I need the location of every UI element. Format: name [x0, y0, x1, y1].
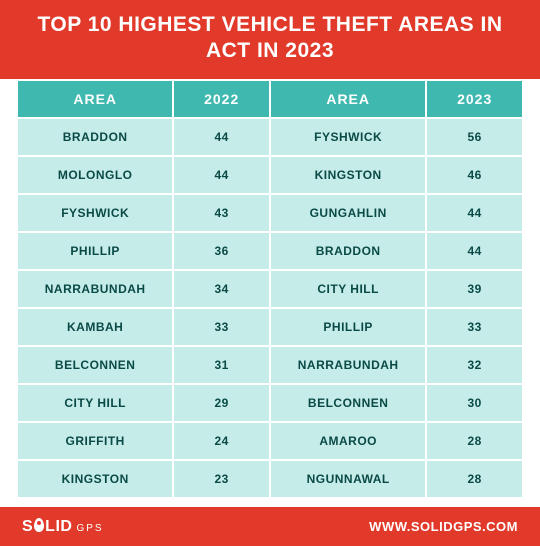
table-cell: 34	[174, 271, 269, 307]
title-bar: TOP 10 HIGHEST VEHICLE THEFT AREAS IN AC…	[0, 0, 540, 79]
page-title: TOP 10 HIGHEST VEHICLE THEFT AREAS IN AC…	[37, 13, 502, 62]
table-cell: 56	[427, 119, 522, 155]
table-cell: BELCONNEN	[18, 347, 172, 383]
table-cell: FYSHWICK	[18, 195, 172, 231]
logo-text-right: LID	[45, 518, 72, 536]
table-cell: 36	[174, 233, 269, 269]
table-cell: AMAROO	[271, 423, 425, 459]
table-cell: 23	[174, 461, 269, 497]
table-cell: PHILLIP	[18, 233, 172, 269]
table-cell: GRIFFITH	[18, 423, 172, 459]
table-cell: KINGSTON	[271, 157, 425, 193]
table-cell: 29	[174, 385, 269, 421]
table-cell: CITY HILL	[18, 385, 172, 421]
table-cell: BRADDON	[18, 119, 172, 155]
table-row: KAMBAH33PHILLIP33	[18, 309, 522, 345]
table-cell: BRADDON	[271, 233, 425, 269]
col-header-area-2023: AREA	[271, 81, 425, 117]
table-row: PHILLIP36BRADDON44	[18, 233, 522, 269]
table-cell: KAMBAH	[18, 309, 172, 345]
table-cell: 31	[174, 347, 269, 383]
table-cell: NGUNNAWAL	[271, 461, 425, 497]
table-cell: 46	[427, 157, 522, 193]
table-cell: FYSHWICK	[271, 119, 425, 155]
map-pin-icon	[34, 518, 44, 532]
table-cell: MOLONGLO	[18, 157, 172, 193]
table-cell: NARRABUNDAH	[271, 347, 425, 383]
footer-url: WWW.SOLIDGPS.COM	[369, 519, 518, 534]
table-cell: 32	[427, 347, 522, 383]
infographic-container: TOP 10 HIGHEST VEHICLE THEFT AREAS IN AC…	[0, 0, 540, 540]
table-cell: 43	[174, 195, 269, 231]
table-row: FYSHWICK43GUNGAHLIN44	[18, 195, 522, 231]
table-cell: 33	[174, 309, 269, 345]
table-cell: 44	[174, 119, 269, 155]
table-cell: 33	[427, 309, 522, 345]
logo-subtext: GPS	[76, 523, 103, 534]
table-row: BRADDON44FYSHWICK56	[18, 119, 522, 155]
theft-table: AREA 2022 AREA 2023 BRADDON44FYSHWICK56M…	[16, 79, 524, 499]
table-row: BELCONNEN31NARRABUNDAH32	[18, 347, 522, 383]
table-cell: 28	[427, 461, 522, 497]
table-row: KINGSTON23NGUNNAWAL28	[18, 461, 522, 497]
table-cell: PHILLIP	[271, 309, 425, 345]
table-wrap: AREA 2022 AREA 2023 BRADDON44FYSHWICK56M…	[0, 79, 540, 507]
table-row: GRIFFITH24AMAROO28	[18, 423, 522, 459]
table-cell: BELCONNEN	[271, 385, 425, 421]
col-header-2022: 2022	[174, 81, 269, 117]
col-header-2023: 2023	[427, 81, 522, 117]
table-header-row: AREA 2022 AREA 2023	[18, 81, 522, 117]
table-row: CITY HILL29BELCONNEN30	[18, 385, 522, 421]
table-row: MOLONGLO44KINGSTON46	[18, 157, 522, 193]
table-cell: CITY HILL	[271, 271, 425, 307]
table-cell: 30	[427, 385, 522, 421]
table-cell: 44	[427, 233, 522, 269]
table-row: NARRABUNDAH34CITY HILL39	[18, 271, 522, 307]
logo-text-left: S	[22, 518, 33, 536]
table-cell: 24	[174, 423, 269, 459]
brand-logo: S LID GPS	[22, 517, 104, 536]
table-body: BRADDON44FYSHWICK56MOLONGLO44KINGSTON46F…	[18, 119, 522, 497]
col-header-area-2022: AREA	[18, 81, 172, 117]
table-cell: 44	[427, 195, 522, 231]
table-cell: 28	[427, 423, 522, 459]
table-cell: GUNGAHLIN	[271, 195, 425, 231]
table-cell: KINGSTON	[18, 461, 172, 497]
table-cell: NARRABUNDAH	[18, 271, 172, 307]
table-cell: 39	[427, 271, 522, 307]
table-cell: 44	[174, 157, 269, 193]
